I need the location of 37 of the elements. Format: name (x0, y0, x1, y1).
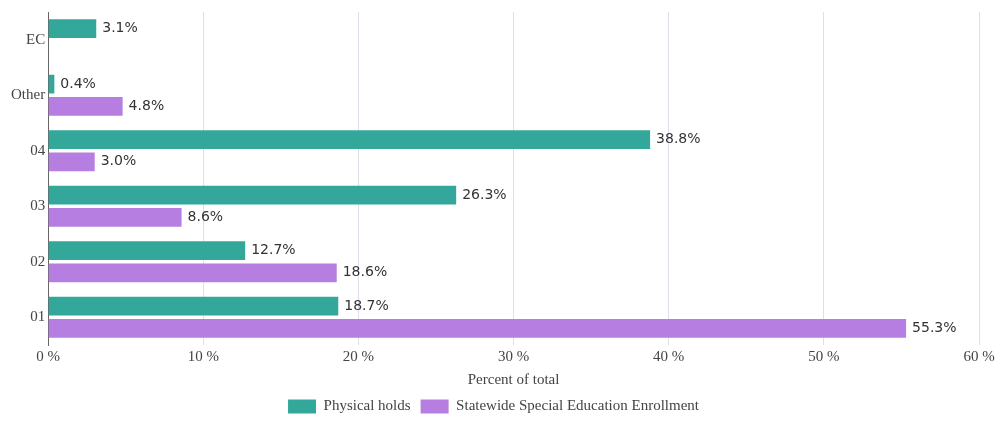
bar (48, 318, 907, 338)
x-tick-label: 40 % (653, 347, 685, 364)
data-label: 18.6% (342, 263, 388, 280)
data-label: 38.8% (656, 130, 701, 147)
data-label: 3.1% (102, 19, 138, 36)
data-label: 3.0% (100, 152, 137, 169)
data-label: 26.3% (462, 185, 507, 202)
data-label: 12.7% (251, 241, 296, 258)
y-tick-label: Other (11, 86, 46, 103)
data-label: 55.3% (912, 318, 957, 335)
legend-label: Physical holds (323, 397, 411, 414)
y-tick-label: EC (25, 30, 46, 47)
data-label: 4.8% (128, 96, 165, 113)
data-label: 18.7% (344, 296, 389, 313)
y-tick-label: 01 (30, 308, 46, 325)
x-tick-label: 60 % (963, 347, 995, 364)
x-tick-label: 20 % (342, 347, 375, 364)
bar (48, 185, 457, 205)
legend-label: Statewide Special Education Enrollment (456, 397, 700, 414)
data-label: 0.4% (60, 74, 96, 91)
bar (48, 263, 337, 283)
y-tick-label: 04 (30, 141, 46, 158)
bar (48, 296, 339, 316)
x-tick-label: 50 % (808, 347, 840, 364)
x-axis-title: Percent of total (467, 370, 560, 387)
y-tick-label: 02 (30, 252, 46, 269)
bar (48, 96, 123, 116)
bar (48, 152, 95, 172)
y-tick-label: 03 (30, 197, 46, 214)
bar (48, 19, 97, 39)
bar (48, 130, 651, 150)
x-tick-label: 30 % (497, 347, 530, 364)
data-label: 8.6% (187, 207, 224, 224)
bar (48, 207, 182, 227)
x-tick-label: 0 % (36, 347, 61, 364)
x-tick-label: 10 % (187, 347, 219, 364)
bar (48, 241, 246, 261)
